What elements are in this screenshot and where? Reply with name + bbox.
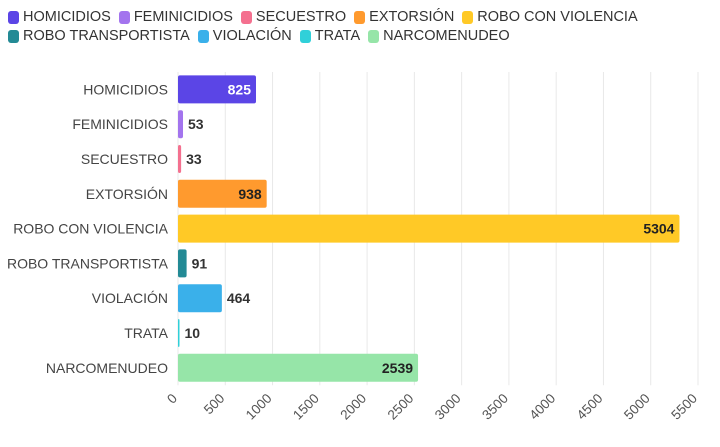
legend-label: NARCOMENUDEO <box>383 28 510 44</box>
category-label: ROBO CON VIOLENCIA <box>13 221 168 237</box>
x-tick-label: 2000 <box>337 391 369 423</box>
bar <box>178 110 184 139</box>
value-label: 91 <box>192 255 208 271</box>
legend-item[interactable]: TRATA <box>299 28 361 44</box>
category-label: TRATA <box>124 325 168 341</box>
bar <box>178 319 180 347</box>
legend-item[interactable]: ROBO CON VIOLENCIA <box>462 9 638 25</box>
category-label: ROBO TRANSPORTISTA <box>7 255 169 271</box>
x-tick-label: 5500 <box>668 391 700 423</box>
legend-swatch <box>354 10 366 24</box>
legend-item[interactable]: FEMINICIDIOS <box>118 9 233 25</box>
x-tick-label: 4000 <box>526 391 558 423</box>
category-label: NARCOMENUDEO <box>46 360 168 376</box>
legend-label: ROBO TRANSPORTISTA <box>23 28 190 44</box>
legend-swatch <box>118 10 130 24</box>
x-tick-label: 3000 <box>432 391 464 423</box>
legend-item[interactable]: SECUESTRO <box>240 9 347 25</box>
x-tick-label: 3500 <box>479 391 511 423</box>
bar <box>178 214 680 243</box>
category-label: SECUESTRO <box>81 151 168 167</box>
x-tick-label: 5000 <box>621 391 653 423</box>
category-label: FEMINICIDIOS <box>72 116 168 132</box>
legend-swatch <box>462 10 474 24</box>
bar <box>178 284 222 313</box>
legend-swatch <box>299 29 311 43</box>
x-tick-label: 0 <box>164 391 180 407</box>
legend-swatch <box>8 10 19 24</box>
category-label: EXTORSIÓN <box>86 186 168 202</box>
legend-swatch <box>240 10 252 24</box>
x-tick-label: 2500 <box>385 391 417 423</box>
legend-label: TRATA <box>314 28 361 44</box>
legend-label: HOMICIDIOS <box>23 9 111 25</box>
value-label: 10 <box>185 325 201 341</box>
legend-label: ROBO CON VIOLENCIA <box>477 9 638 25</box>
value-label: 33 <box>186 151 202 167</box>
value-label: 464 <box>227 290 251 306</box>
category-label: VIOLACIÓN <box>92 290 168 306</box>
bar <box>178 179 267 208</box>
x-tick-label: 4500 <box>574 391 606 423</box>
value-label: 53 <box>188 116 204 132</box>
legend-label: VIOLACIÓN <box>212 28 292 44</box>
x-tick-label: 500 <box>201 391 228 418</box>
value-label: 938 <box>238 186 262 202</box>
legend-label: FEMINICIDIOS <box>133 9 233 25</box>
value-label: 825 <box>228 81 252 97</box>
legend-item[interactable]: NARCOMENUDEO <box>368 28 510 44</box>
legend-item[interactable]: VIOLACIÓN <box>197 28 292 44</box>
legend-swatch <box>197 29 209 43</box>
legend-label: EXTORSIÓN <box>369 9 455 25</box>
x-tick-label: 1000 <box>243 391 275 423</box>
legend-swatch <box>368 29 380 43</box>
bar <box>178 249 187 278</box>
legend-item[interactable]: HOMICIDIOS <box>8 9 111 25</box>
bar <box>178 145 182 173</box>
legend-item[interactable]: ROBO TRANSPORTISTA <box>8 28 190 44</box>
value-label: 2539 <box>382 360 413 376</box>
bar <box>178 75 256 104</box>
value-label: 5304 <box>643 221 674 237</box>
legend-item[interactable]: EXTORSIÓN <box>354 9 454 25</box>
legend-swatch <box>8 29 19 43</box>
category-label: HOMICIDIOS <box>83 81 168 97</box>
x-tick-label: 1500 <box>290 391 322 423</box>
bar <box>178 353 419 382</box>
legend-label: SECUESTRO <box>255 9 347 25</box>
legend: HOMICIDIOS FEMINICIDIOS SECUESTRO EXTORSIÓN… <box>8 9 648 44</box>
